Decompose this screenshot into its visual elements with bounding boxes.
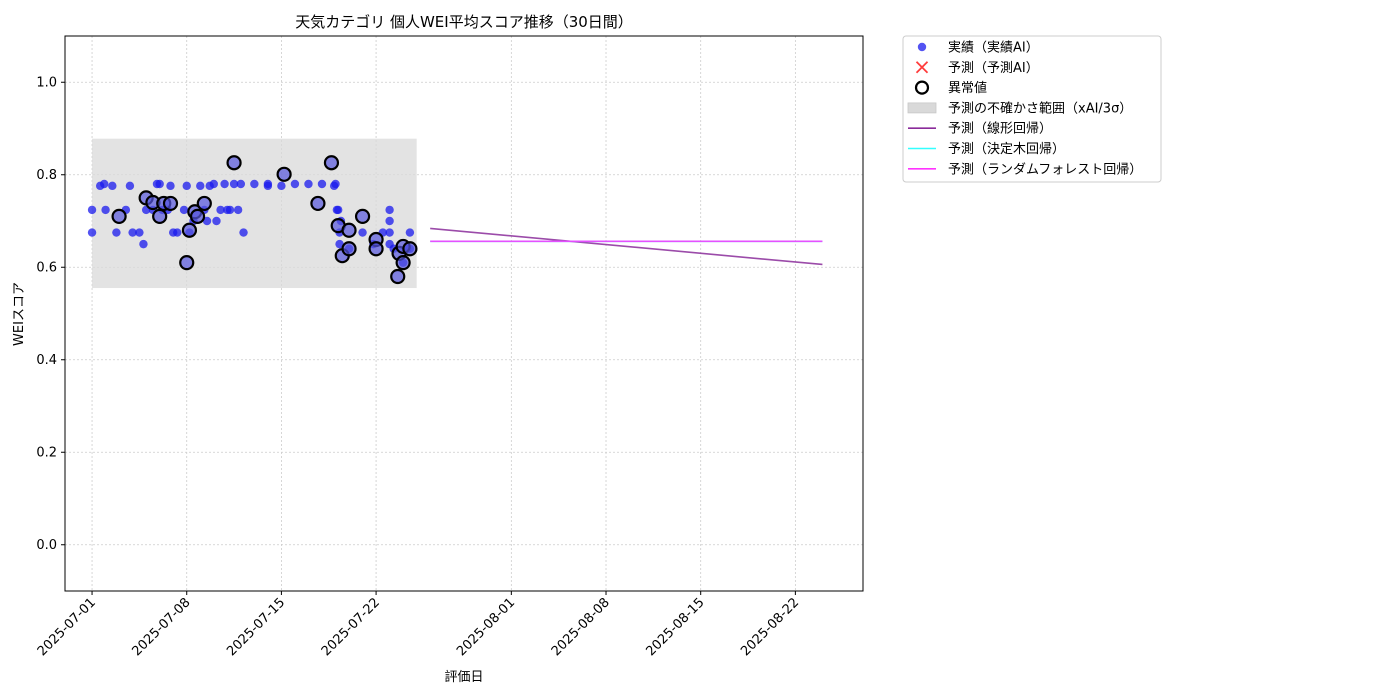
anomaly-point [152,208,168,224]
anomaly-point [323,155,340,171]
actual-point [317,179,327,189]
prediction-lines-layer [430,227,823,266]
x-axis-title: 評価日 [444,670,483,685]
legend-label: 予測の不確かさ範囲（xAI/3σ） [948,100,1132,116]
x-tick-label: 2025-08-15 [643,595,707,659]
actual-point [331,179,340,189]
actual-point [173,228,182,237]
anomaly-point [276,166,292,182]
legend-label: 予測（予測AI） [948,61,1039,76]
actual-point [290,179,300,189]
actual-point [277,181,286,191]
actual-point [166,181,175,191]
legend-marker-band [907,102,937,114]
anomaly-points-layer [111,155,418,285]
actual-point [236,179,246,189]
actual-point [216,205,225,215]
actual-point [239,228,248,237]
legend-marker-anomaly [914,80,930,95]
actual-point [196,181,205,191]
x-axis: 2025-07-01 2025-07-08 2025-07-15 2025-07-22… [35,591,802,659]
actual-point [405,228,415,237]
anomaly-point [181,222,198,238]
anomaly-point [162,195,179,212]
anomaly-point [196,195,212,212]
anomaly-point [179,255,195,271]
legend-label: 異常値 [948,80,987,96]
actual-point [87,228,97,237]
anomaly-point [354,208,371,224]
anomaly-point [395,255,411,271]
actual-point [209,179,218,189]
actual-point [250,179,259,189]
plot-area [64,35,864,592]
x-tick-label: 2025-07-15 [224,595,288,659]
anomaly-point [368,241,384,257]
actual-point [385,216,394,226]
x-tick-label: 2025-08-01 [454,595,518,659]
actual-point [229,179,239,189]
actual-point [135,228,144,237]
legend-frame [902,35,1162,183]
y-tick-label: 0.6 [36,260,57,275]
y-tick-label: 0.4 [36,353,57,368]
anomaly-point [226,155,242,171]
x-tick-label: 2025-08-08 [549,595,613,659]
actual-point [125,181,135,191]
actual-point [128,228,137,237]
actual-point [220,179,229,189]
y-tick-label: 0.2 [36,445,57,460]
actual-point [139,239,148,249]
y-axis-title: WEIスコア [12,282,27,346]
actual-point [202,216,212,226]
anomaly-point [310,195,326,212]
legend-label: 予測（線形回帰） [948,121,1052,137]
actual-point [334,205,343,215]
legend-label: 予測（ランダムフォレスト回帰） [948,161,1142,177]
legend-marker-actual [917,42,927,52]
y-axis: 0.0 0.2 0.4 0.6 0.8 1.0 [36,75,65,553]
chart-title: 天気カテゴリ 個人WEI平均スコア推移（30日間） [295,13,633,31]
actual-point [212,216,221,226]
y-tick-label: 0.0 [36,538,57,553]
actual-point [335,239,344,249]
y-tick-label: 1.0 [36,75,57,90]
anomaly-point [402,241,418,257]
x-tick-label: 2025-07-22 [319,595,383,659]
x-tick-label: 2025-07-08 [130,595,194,659]
actual-point [225,205,235,215]
actual-point [304,179,313,189]
anomaly-point [390,268,406,285]
anomaly-point [341,222,357,238]
y-tick-label: 0.8 [36,168,57,183]
prediction-line [430,227,823,266]
actual-point [101,205,110,215]
legend-marker-x-stroke [915,61,929,74]
grid [65,36,863,591]
legend-label: 予測（決定木回帰） [948,141,1065,157]
actual-point [155,179,164,189]
actual-point [233,205,243,215]
x-tick-label: 2025-08-22 [738,595,802,659]
legend-marker-predicted [915,61,929,74]
actual-point [182,181,191,191]
plot-frame [64,35,864,592]
actual-point [358,228,367,237]
actual-point [385,205,394,215]
actual-point [263,179,273,189]
actual-point [108,181,117,191]
x-tick-label: 2025-07-01 [35,595,99,659]
anomaly-point [341,241,357,257]
actual-point [87,205,97,215]
actual-point [100,179,109,189]
actual-point [112,228,121,237]
actual-point [179,205,189,215]
legend-label: 実績（実績AI） [948,40,1039,56]
actual-point [385,228,394,237]
anomaly-point [111,208,127,224]
anomaly-point [189,208,206,224]
